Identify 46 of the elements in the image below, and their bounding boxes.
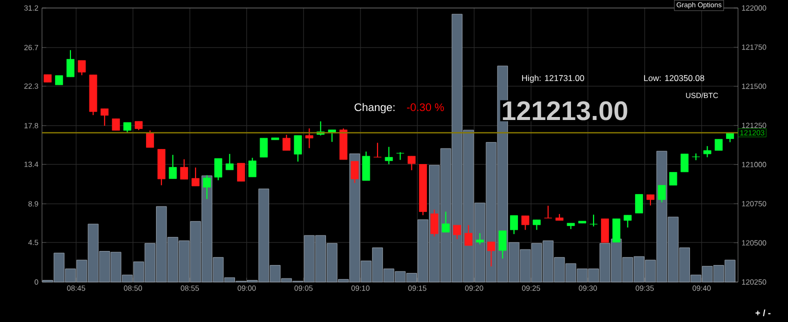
candlestick [601, 218, 609, 244]
candlestick [123, 122, 132, 134]
candlestick [578, 220, 586, 224]
annotation: -0.30 % [407, 103, 444, 112]
candlestick [703, 146, 712, 158]
candlestick [658, 184, 666, 203]
candlestick [442, 211, 450, 233]
candlestick [112, 118, 120, 131]
candlestick [635, 194, 644, 214]
candlestick [78, 60, 86, 76]
candlestick [590, 214, 598, 227]
candlestick [510, 214, 518, 235]
candlestick [714, 138, 723, 152]
candlestick [646, 194, 654, 206]
candlestick [408, 156, 416, 171]
annotation: Low: 120350.08 [644, 75, 704, 82]
candlestick [168, 154, 177, 180]
candlestick [624, 214, 632, 228]
annotation: High: 121731.00 [522, 74, 584, 83]
candlestick [214, 158, 222, 181]
candlestick [237, 162, 245, 182]
candlestick [192, 166, 200, 187]
candlestick [555, 213, 564, 222]
candlestick [544, 205, 552, 219]
candlestick [305, 128, 314, 149]
candlestick [157, 148, 166, 186]
candlestick [680, 153, 689, 172]
candlestick [487, 241, 496, 267]
candlestick [55, 74, 64, 86]
candlestick [294, 134, 302, 162]
text: + / - [756, 310, 770, 316]
annotation: Change: [354, 103, 394, 114]
candlestick [464, 224, 472, 246]
candlestick [498, 230, 507, 260]
candlestick [532, 219, 541, 230]
candlestick [521, 215, 530, 230]
candlestick [374, 142, 382, 158]
annotation: 121213.00 [502, 101, 628, 120]
candlestick [669, 172, 678, 186]
candlestick [89, 74, 98, 116]
candlestick [260, 138, 268, 158]
candlestick [248, 157, 256, 178]
candlestick [282, 134, 290, 152]
candlestick [202, 174, 211, 200]
candlestick [476, 232, 484, 245]
candlestick [350, 160, 359, 184]
